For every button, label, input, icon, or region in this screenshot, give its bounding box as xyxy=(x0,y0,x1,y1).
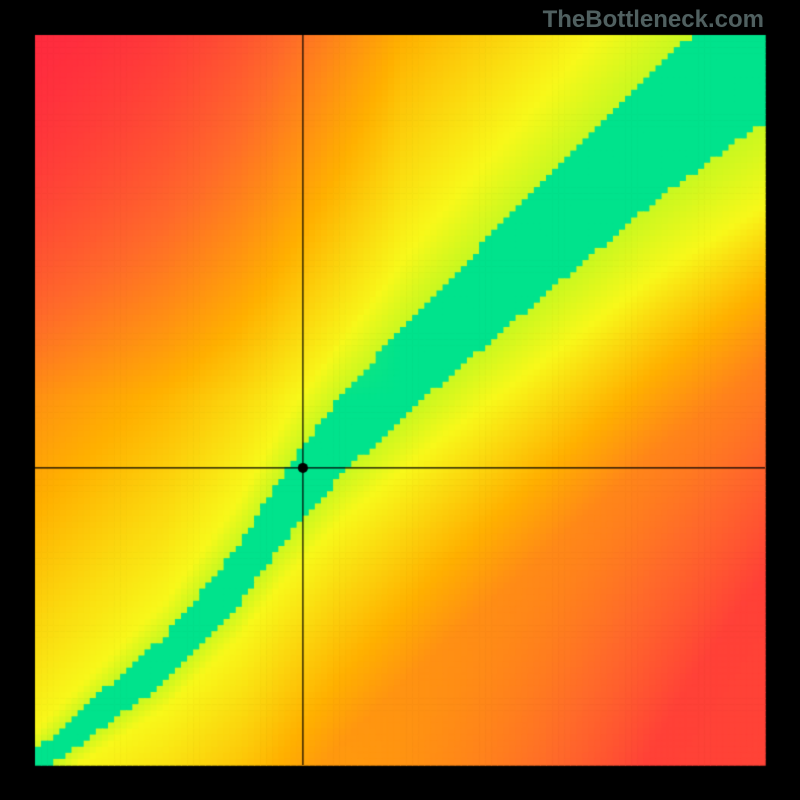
chart-container: TheBottleneck.com xyxy=(0,0,800,800)
watermark-text: TheBottleneck.com xyxy=(543,6,764,34)
bottleneck-heatmap xyxy=(0,0,800,800)
